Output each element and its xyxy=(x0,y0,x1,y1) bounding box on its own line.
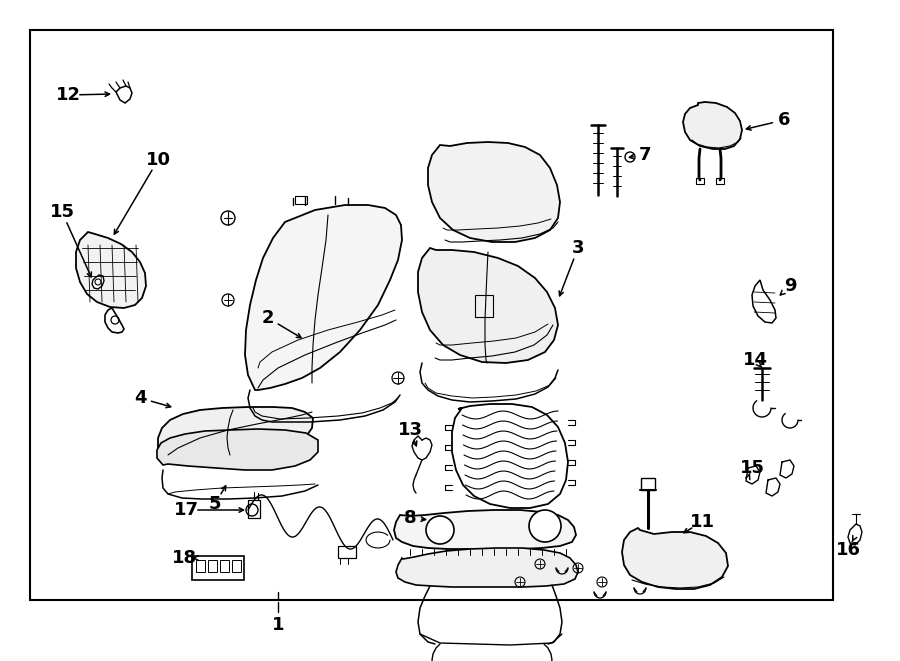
Circle shape xyxy=(529,510,561,542)
Polygon shape xyxy=(157,429,318,470)
Bar xyxy=(696,178,704,184)
Text: 18: 18 xyxy=(171,549,196,567)
Polygon shape xyxy=(418,248,558,363)
Bar xyxy=(196,560,205,572)
Polygon shape xyxy=(396,548,578,587)
Bar xyxy=(30,30,833,600)
Bar xyxy=(338,546,356,558)
Polygon shape xyxy=(116,86,132,103)
Text: 3: 3 xyxy=(572,239,584,257)
Polygon shape xyxy=(622,528,728,589)
Polygon shape xyxy=(428,142,560,242)
Circle shape xyxy=(426,516,454,544)
Polygon shape xyxy=(848,524,862,545)
Text: 15: 15 xyxy=(50,203,75,221)
Polygon shape xyxy=(683,102,742,149)
Polygon shape xyxy=(245,205,402,390)
Polygon shape xyxy=(452,404,568,508)
Text: 14: 14 xyxy=(742,351,768,369)
Polygon shape xyxy=(394,510,576,549)
Bar xyxy=(248,500,260,518)
Text: 8: 8 xyxy=(404,509,417,527)
Text: 4: 4 xyxy=(134,389,146,407)
Text: 10: 10 xyxy=(146,151,170,169)
Text: 6: 6 xyxy=(778,111,790,129)
Text: 11: 11 xyxy=(689,513,715,531)
Text: 9: 9 xyxy=(784,277,796,295)
Text: 17: 17 xyxy=(174,501,199,519)
Text: 7: 7 xyxy=(639,146,652,164)
Text: 2: 2 xyxy=(262,309,274,327)
Bar xyxy=(192,556,244,580)
Bar xyxy=(208,560,217,572)
Polygon shape xyxy=(158,407,313,460)
Text: 1: 1 xyxy=(272,616,284,634)
Text: 15: 15 xyxy=(740,459,764,477)
Bar xyxy=(232,560,241,572)
Text: 13: 13 xyxy=(398,421,422,439)
Bar xyxy=(220,560,229,572)
Bar xyxy=(716,178,724,184)
Polygon shape xyxy=(752,280,776,323)
Polygon shape xyxy=(92,275,104,289)
Polygon shape xyxy=(76,232,146,308)
Bar xyxy=(295,196,307,204)
Text: 5: 5 xyxy=(209,495,221,513)
Text: 16: 16 xyxy=(835,541,860,559)
Bar xyxy=(475,295,493,317)
Bar xyxy=(641,478,655,490)
Text: 12: 12 xyxy=(56,86,80,104)
